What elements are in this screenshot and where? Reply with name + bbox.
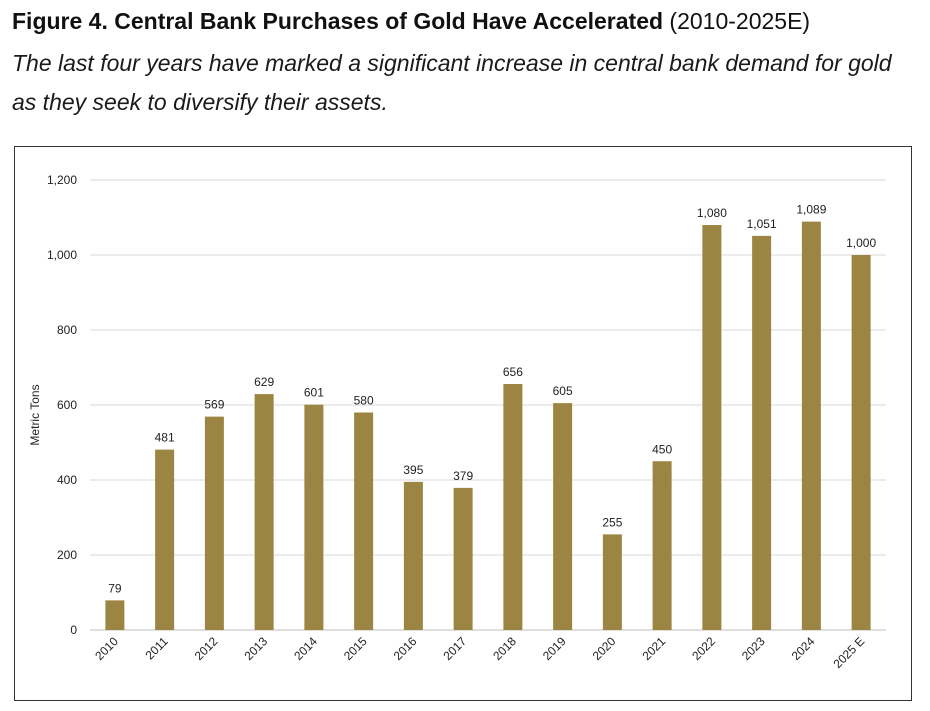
x-tick-label: 2012 (192, 634, 221, 663)
chart-frame: 0 200 400 600 800 1,000 1,200 Metric Tons 79 2010… (14, 146, 912, 701)
x-tick-label: 2013 (241, 634, 270, 663)
x-tick-label: 2011 (143, 634, 171, 662)
x-tick-label: 2021 (639, 634, 668, 663)
figure-subtitle: The last four years have marked a signif… (12, 50, 892, 115)
x-tick-label: 2023 (739, 634, 768, 663)
data-label: 450 (652, 442, 672, 456)
data-label: 656 (503, 365, 523, 379)
x-tick-label: 2017 (440, 634, 469, 663)
data-label: 79 (108, 581, 122, 595)
y-tick-label: 200 (57, 548, 77, 562)
bar-chart: 0 200 400 600 800 1,000 1,200 Metric Tons 79 2010… (28, 173, 886, 671)
data-label: 629 (254, 375, 274, 389)
data-label: 569 (204, 398, 224, 412)
x-tick-label: 2020 (590, 634, 619, 663)
x-tick-label: 2015 (341, 634, 370, 663)
x-tick-label: 2019 (540, 634, 569, 663)
data-label: 379 (453, 469, 473, 483)
x-tick-label: 2016 (391, 634, 420, 663)
bar (304, 404, 324, 630)
x-tick-label: 2024 (789, 634, 818, 663)
data-label: 1,089 (796, 203, 826, 217)
data-label: 1,000 (846, 236, 876, 250)
x-tick-label: 2025 E (830, 634, 867, 671)
figure-title: Figure 4. Central Bank Purchases of Gold… (12, 8, 664, 34)
figure-date-range: (2010-2025E) (663, 8, 811, 34)
data-label: 605 (553, 384, 573, 398)
data-label: 481 (155, 431, 175, 445)
x-tick-label: 2018 (490, 634, 519, 663)
data-label: 601 (304, 386, 324, 400)
bar (254, 394, 274, 630)
data-label: 395 (403, 463, 423, 477)
bar (403, 481, 423, 630)
y-tick-label: 800 (57, 323, 77, 337)
bar (553, 403, 573, 630)
y-tick-label: 400 (57, 473, 77, 487)
data-label: 580 (354, 394, 374, 408)
bar (702, 225, 722, 630)
bar (105, 600, 125, 630)
data-label: 1,080 (697, 206, 727, 220)
bar (801, 221, 821, 630)
bar (851, 255, 871, 630)
y-tick-label: 1,000 (47, 248, 77, 262)
data-label: 255 (602, 515, 622, 529)
figure-heading: Figure 4. Central Bank Purchases of Gold… (12, 6, 922, 37)
bar (652, 461, 672, 630)
bar (453, 487, 473, 630)
x-tick-label: 2014 (291, 634, 320, 663)
bar (503, 384, 523, 630)
bar (204, 416, 224, 630)
y-tick-label: 1,200 (47, 173, 77, 187)
y-axis-title: Metric Tons (28, 384, 42, 445)
y-tick-label: 0 (70, 623, 77, 637)
bar (602, 534, 622, 630)
bar (752, 235, 772, 630)
bar (155, 449, 175, 630)
data-label: 1,051 (747, 217, 777, 231)
x-tick-label: 2022 (689, 634, 718, 663)
bar (354, 412, 374, 630)
x-tick-label: 2010 (92, 634, 121, 663)
y-tick-label: 600 (57, 398, 77, 412)
